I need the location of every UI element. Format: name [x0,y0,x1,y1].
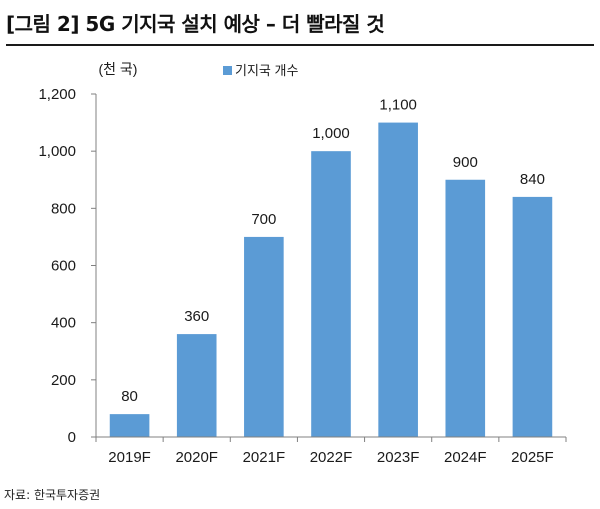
bar-2019F [109,414,150,437]
bar-2021F [244,236,284,437]
data-label-2024F: 900 [453,154,478,171]
x-axis: 2019F 2020F 2021F 2022F 2023F 2024F 2025F [95,436,567,466]
y-tick-label: 0 [68,429,76,446]
data-label-2021F: 700 [251,211,276,228]
y-tick-label: 1,000 [38,143,76,160]
bar-series: 80 360 700 1,000 1,100 900 840 [109,97,553,437]
title-divider [6,44,594,46]
y-axis: 0 200 400 600 800 1,000 1,200 [38,86,97,446]
x-tick-label: 2025F [511,449,554,466]
x-tick-label: 2022F [310,449,353,466]
legend-label: 기지국 개수 [235,63,298,78]
bar-2020F [176,334,217,437]
bar-2023F [378,122,418,437]
data-label-2023F: 1,100 [379,97,417,114]
data-label-2019F: 80 [121,388,138,405]
x-tick-label: 2019F [108,449,151,466]
unit-label: (천 국) [99,61,138,77]
data-label-2022F: 1,000 [312,125,350,142]
bar-2025F [512,196,553,437]
chart-title: [그림 2] 5G 기지국 설치 예상 – 더 빨라질 것 [6,12,385,36]
x-tick-label: 2023F [377,449,420,466]
y-tick-label: 600 [51,258,76,275]
y-tick-label: 1,200 [38,86,76,103]
bar-2024F [445,179,486,437]
y-tick-label: 200 [51,372,76,389]
source-note: 자료: 한국투자증권 [4,488,101,502]
x-tick-label: 2020F [175,449,218,466]
x-tick-label: 2021F [243,449,286,466]
legend-swatch [223,66,232,75]
y-tick-label: 800 [51,200,76,217]
bar-2022F [311,151,351,437]
y-tick-label: 400 [51,315,76,332]
x-tick-label: 2024F [444,449,487,466]
data-label-2020F: 360 [184,308,209,325]
data-label-2025F: 840 [520,171,545,188]
